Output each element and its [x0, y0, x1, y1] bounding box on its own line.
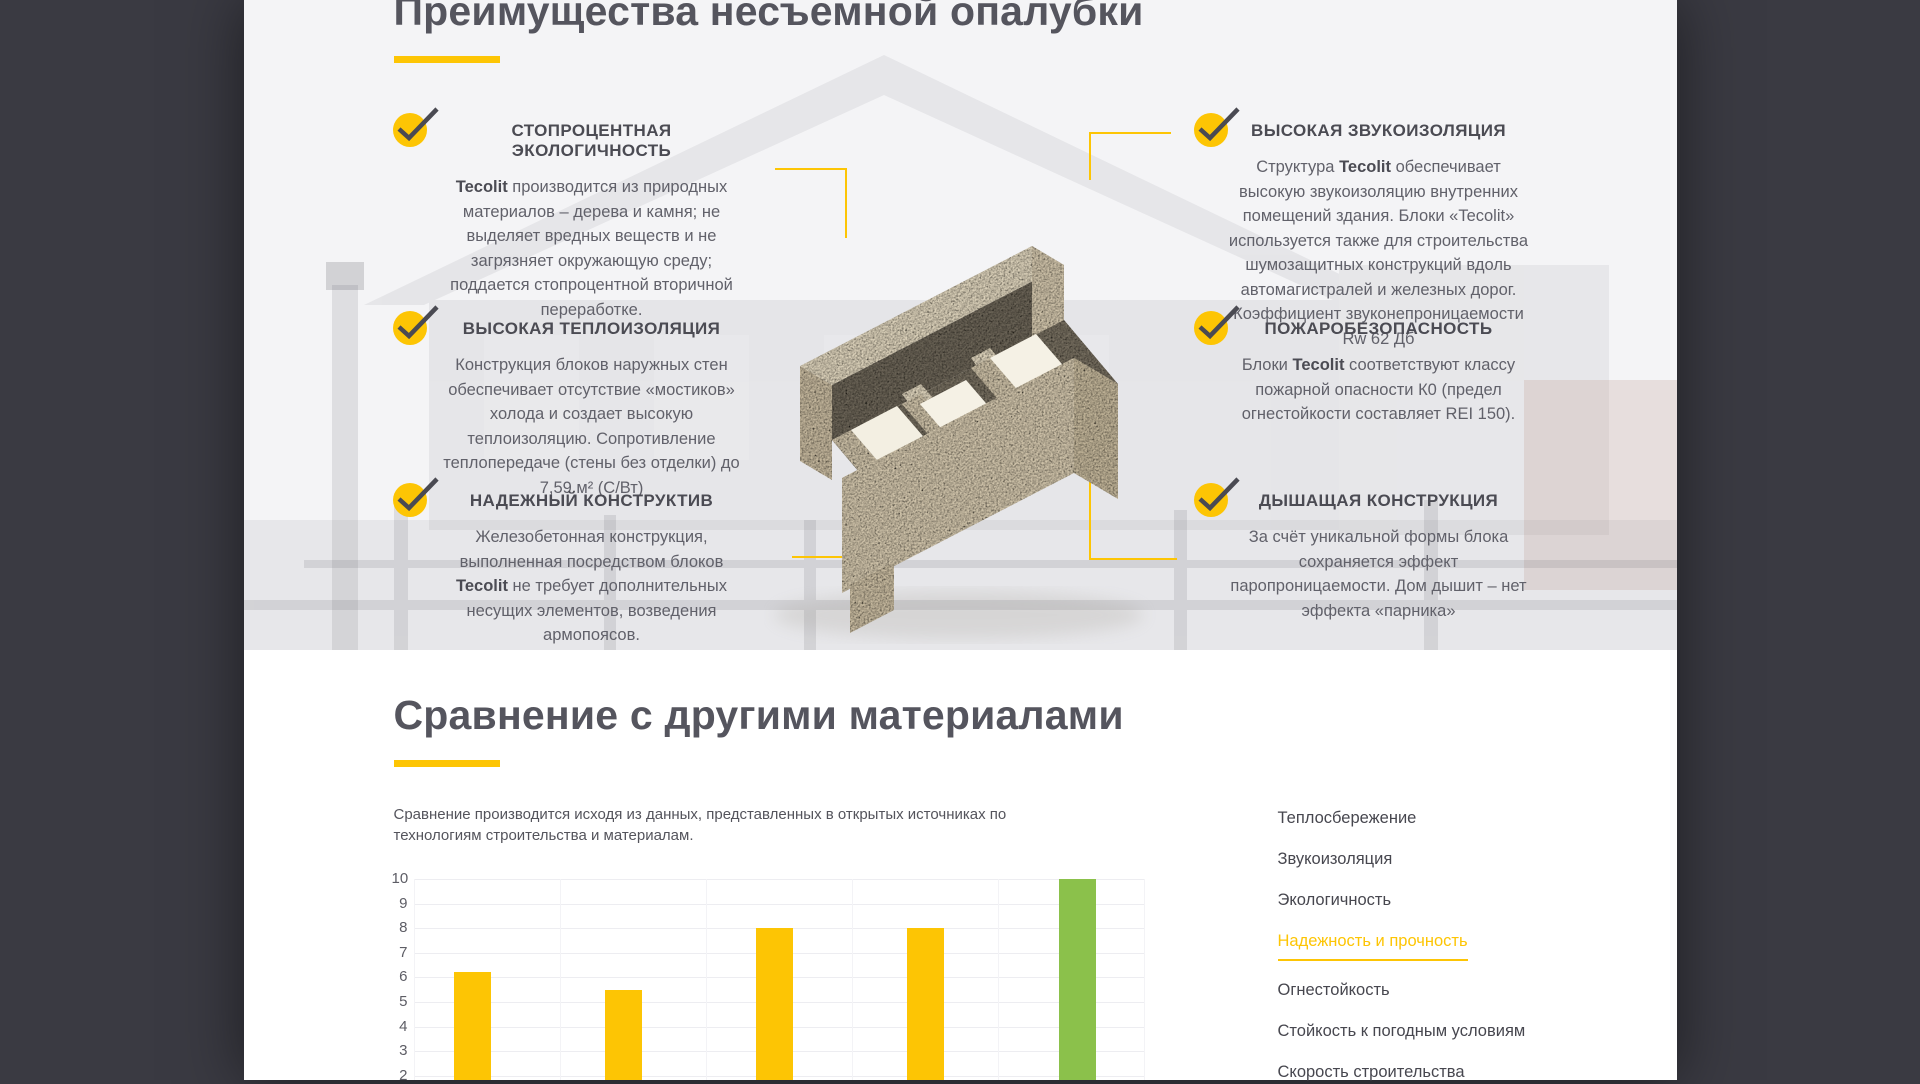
comparison-note: Сравнение производится исходя из данных,…	[393, 806, 1007, 844]
gridline-x	[1143, 879, 1145, 1080]
advantage-item-fire-safety: ПОЖАРОБЕЗОПАСНОСТЬ Блоки Tecolit соответ…	[1193, 305, 1534, 427]
comparison-bar-chart: 10 9 8 7 6 5 4 3 2	[392, 870, 1154, 1080]
advantage-title: СТОПРОЦЕНТНАЯ ЭКОЛОГИЧНОСТЬ	[511, 121, 672, 160]
y-axis-label: 10	[391, 870, 409, 887]
y-axis-label: 9	[399, 894, 408, 912]
leader-line-bottom-right	[1088, 443, 1177, 560]
chart-bar-5	[1058, 879, 1096, 1080]
chart-bar-2	[604, 989, 642, 1080]
advantage-item-structure: НАДЕЖНЫЙ КОНСТРУКТИВ Железобетонная конс…	[392, 477, 745, 648]
advantages-section: Преимущества несъемной опалубки	[243, 0, 1677, 650]
check-icon	[1193, 103, 1244, 149]
advantage-item-breathing: ДЫШАЩАЯ КОНСТРУКЦИЯ За счёт уникальной ф…	[1193, 477, 1534, 623]
comparison-tab-1[interactable]: Теплосбережение	[1277, 809, 1417, 827]
advantage-item-soundproofing: ВЫСОКАЯ ЗВУКОИЗОЛЯЦИЯ Структура Tecolit …	[1193, 107, 1534, 351]
check-icon	[1193, 301, 1244, 347]
comparison-tabs: Теплосбережение Звукоизоляция Экологичност…	[1277, 806, 1526, 1084]
page-content: Преимущества несъемной опалубки	[243, 0, 1677, 1081]
y-axis-label: 6	[399, 968, 408, 986]
advantage-title: ВЫСОКАЯ ЗВУКОИЗОЛЯЦИЯ	[1251, 121, 1506, 140]
leader-line-top-left	[774, 168, 847, 238]
advantage-text: Tecolit производится из природных матери…	[450, 178, 733, 319]
advantage-title: ПОЖАРОБЕЗОПАСНОСТЬ	[1264, 319, 1493, 338]
advantage-item-ecology: СТОПРОЦЕНТНАЯ ЭКОЛОГИЧНОСТЬ Tecolit прои…	[392, 107, 745, 322]
y-axis-label: 2	[399, 1066, 408, 1080]
comparison-tab-2[interactable]: Звукоизоляция	[1277, 850, 1393, 868]
advantage-text: Блоки Tecolit соответствуют классу пожар…	[1241, 356, 1516, 423]
check-icon	[392, 301, 443, 347]
gridline-y-9	[413, 903, 1144, 905]
comparison-title: Сравнение с другими материалами	[393, 692, 1124, 738]
comparison-tab-5[interactable]: Огнестойкость	[1277, 981, 1390, 999]
title-underline	[393, 760, 500, 767]
check-icon	[392, 103, 443, 149]
y-axis-label: 3	[399, 1042, 408, 1060]
y-axis-label: 8	[399, 919, 408, 937]
comparison-tab-6[interactable]: Стойкость к погодным условиям	[1277, 1022, 1526, 1040]
gridline-x	[413, 879, 415, 1080]
check-icon	[392, 473, 443, 519]
gridline-x	[851, 879, 853, 1080]
gridline-y-10	[413, 879, 1144, 880]
advantage-title: ДЫШАЩАЯ КОНСТРУКЦИЯ	[1258, 491, 1499, 510]
advantage-text: Конструкция блоков наружных стен обеспеч…	[443, 356, 740, 497]
advantage-title: ВЫСОКАЯ ТЕПЛОИЗОЛЯЦИЯ	[462, 319, 721, 338]
comparison-tab-3[interactable]: Экологичность	[1277, 891, 1392, 909]
advantage-title: НАДЕЖНЫЙ КОНСТРУКТИВ	[469, 491, 714, 510]
y-axis-label: 7	[399, 943, 408, 961]
gridline-x	[997, 879, 999, 1080]
advantage-text: Структура Tecolit обеспечивает высокую з…	[1228, 158, 1529, 348]
chart-bar-4	[907, 928, 945, 1080]
check-icon	[1193, 473, 1244, 519]
leader-line-top-right	[1088, 132, 1171, 180]
y-axis-label: 4	[399, 1017, 408, 1035]
tecolit-block-image	[773, 246, 1144, 639]
gridline-x	[559, 879, 561, 1080]
chart-bar-3	[756, 928, 793, 1080]
advantages-title: Преимущества несъемной опалубки	[393, 0, 1144, 34]
y-axis-label: 5	[399, 993, 408, 1010]
advantage-item-thermal: ВЫСОКАЯ ТЕПЛОИЗОЛЯЦИЯ Конструкция блоков…	[392, 305, 745, 500]
gridline-x	[705, 879, 707, 1080]
title-underline	[393, 56, 500, 63]
comparison-tab-4[interactable]: Надежность и прочность	[1277, 929, 1468, 961]
comparison-tab-7[interactable]: Скорость строительства	[1277, 1063, 1465, 1081]
chart-bar-1	[453, 972, 491, 1080]
advantage-text: За счёт уникальной формы блока сохраняет…	[1230, 528, 1527, 620]
advantage-text: Железобетонная конструкция, выполненная …	[455, 528, 727, 644]
